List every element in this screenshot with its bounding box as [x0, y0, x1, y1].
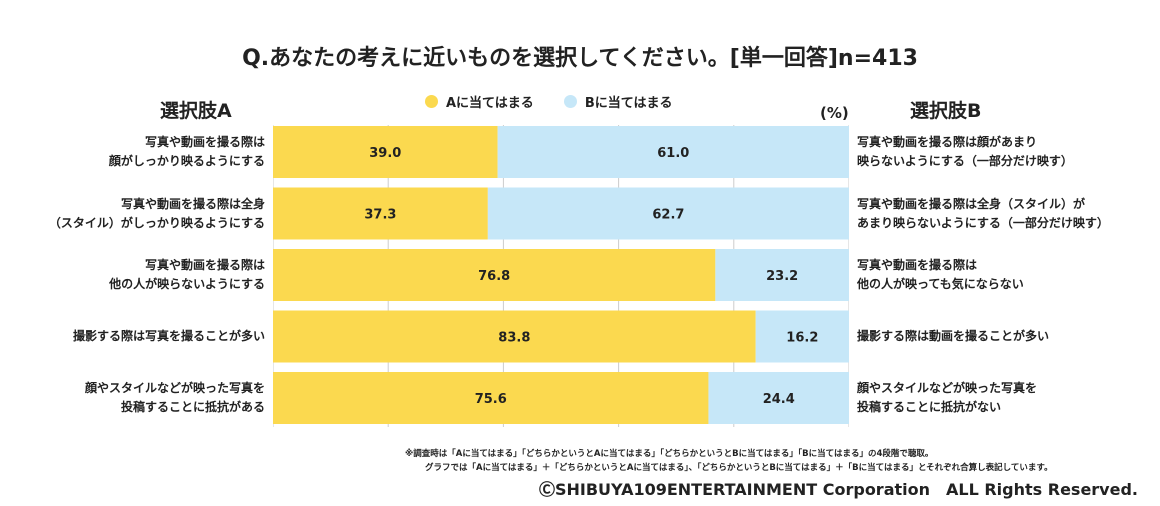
category-label-line: （スタイル）がしっかり映るようにする [48, 215, 265, 230]
legend-swatch-b [563, 95, 577, 108]
category-label-line: 写真や動画を撮る際は [857, 258, 978, 272]
legend-label-a: Aに当てはまる [446, 96, 534, 111]
bar-b [755, 310, 849, 363]
category-label-a: 写真や動画を撮る際は顔がしっかり映るようにする [5, 126, 265, 178]
data-label-a: 76.8 [478, 269, 510, 284]
bar-a [273, 187, 488, 240]
category-label-line: 写真や動画を撮る際は顔があまり [857, 135, 1038, 149]
category-label-line: 投稿することに抵抗がない [857, 400, 1002, 414]
category-label-line: 写真や動画を撮る際は [144, 135, 265, 149]
category-label-b: 写真や動画を撮る際は全身（スタイル）があまり映らないようにする（一部分だけ映す） [857, 188, 1157, 240]
category-label-line: 顔やスタイルなどが映った写真を [857, 381, 1038, 395]
unit-label: (%) [820, 104, 849, 122]
legend-swatch-a [425, 95, 438, 108]
data-label-b: 61.0 [657, 146, 689, 161]
chart-title: Q.あなたの考えに近いものを選択してください。[単一回答]n=413 [242, 46, 918, 71]
footnote-2: グラフでは「Aに当てはまる」＋「どちらかというとAに当てはまる」、「どちらかとい… [425, 463, 1053, 473]
category-label-b: 写真や動画を撮る際は他の人が映っても気にならない [857, 249, 1157, 301]
bar-a [273, 310, 756, 363]
category-label-line: 他の人が映っても気にならない [857, 277, 1024, 291]
category-label-line: 撮影する際は動画を撮ることが多い [857, 329, 1050, 343]
category-label-a: 顔やスタイルなどが映った写真を投稿することに抵抗がある [5, 372, 265, 424]
data-label-a: 75.6 [475, 392, 507, 407]
category-label-a: 撮影する際は写真を撮ることが多い [5, 311, 265, 363]
data-label-a: 83.8 [498, 331, 530, 346]
category-label-line: 写真や動画を撮る際は [144, 258, 265, 272]
bar-plot: 39.0 61.0 37.3 62.7 76.8 23.2 83.8 16.2 75.6 24.4 [273, 125, 849, 427]
heading-choice-a: 選択肢A [160, 100, 232, 122]
category-label-line: 写真や動画を撮る際は全身 [120, 196, 265, 211]
bar-b [497, 126, 849, 178]
data-label-a: 39.0 [369, 146, 401, 161]
data-label-b: 23.2 [766, 269, 798, 284]
bar-b [715, 249, 849, 301]
data-label-b: 24.4 [763, 392, 795, 407]
bar-a [273, 126, 498, 178]
category-label-line: 顔がしっかり映るようにする [108, 154, 265, 168]
copyright: ⒸSHIBUYA109ENTERTAINMENT Corporation ALL… [538, 480, 1138, 499]
category-label-line: 撮影する際は写真を撮ることが多い [72, 329, 265, 343]
category-label-b: 顔やスタイルなどが映った写真を 投稿することに抵抗がない [857, 372, 1157, 424]
bar-a [273, 372, 709, 424]
category-label-line: 投稿することに抵抗がある [120, 400, 265, 414]
bar-b [487, 187, 849, 240]
legend-label-b: Bに当てはまる [584, 96, 673, 111]
legend-item-b: Bに当てはまる [563, 92, 673, 111]
data-label-b: 16.2 [786, 331, 818, 346]
category-label-line: 映らないようにする（一部分だけ映す） [857, 154, 1073, 168]
category-label-a: 写真や動画を撮る際は他の人が映らないようにする [5, 249, 265, 301]
category-label-line: あまり映らないようにする（一部分だけ映す） [857, 215, 1109, 230]
footnote-1: ※調査時は「Aに当てはまる」「どちらかというとAに当てはまる」「どちらかというと… [405, 449, 934, 459]
category-label-line: 写真や動画を撮る際は全身（スタイル）が [857, 196, 1086, 211]
legend: Aに当てはまる Bに当てはまる [425, 92, 672, 111]
category-label-line: 他の人が映らないようにする [109, 277, 265, 291]
heading-choice-b: 選択肢B [910, 100, 982, 122]
bar-a [273, 249, 716, 301]
category-label-line: 顔やスタイルなどが映った写真を [84, 381, 265, 395]
data-label-b: 62.7 [652, 208, 684, 223]
legend-item-a: Aに当てはまる [425, 92, 534, 111]
category-label-a: 写真や動画を撮る際は全身 （スタイル）がしっかり映るようにする [5, 188, 265, 240]
data-label-a: 37.3 [364, 208, 396, 223]
category-label-b: 撮影する際は動画を撮ることが多い [857, 311, 1157, 363]
category-label-b: 写真や動画を撮る際は顔があまり映らないようにする（一部分だけ映す） [857, 126, 1157, 178]
bar-b [708, 372, 849, 424]
